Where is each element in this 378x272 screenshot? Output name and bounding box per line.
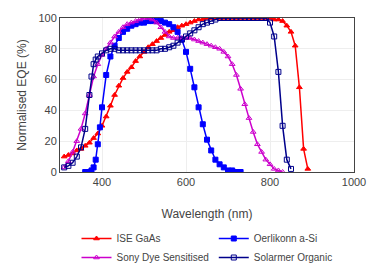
svg-text:80: 80 (45, 43, 57, 55)
svg-text:60: 60 (45, 73, 57, 85)
svg-text:800: 800 (261, 176, 279, 188)
svg-text:1000: 1000 (342, 176, 366, 188)
svg-text:Normalised EQE (%): Normalised EQE (%) (15, 39, 29, 150)
svg-text:400: 400 (93, 176, 111, 188)
svg-text:0: 0 (51, 166, 57, 178)
svg-text:Sony Dye Sensitised: Sony Dye Sensitised (117, 252, 209, 263)
svg-text:ISE GaAs: ISE GaAs (117, 233, 161, 244)
svg-text:Oerlikonn a-Si: Oerlikonn a-Si (254, 233, 317, 244)
svg-text:Solarmer Organic: Solarmer Organic (254, 252, 332, 263)
svg-text:600: 600 (177, 176, 195, 188)
svg-text:40: 40 (45, 104, 57, 116)
svg-text:Wavelength (nm): Wavelength (nm) (162, 207, 253, 221)
svg-text:100: 100 (38, 12, 56, 24)
svg-text:20: 20 (45, 135, 57, 147)
